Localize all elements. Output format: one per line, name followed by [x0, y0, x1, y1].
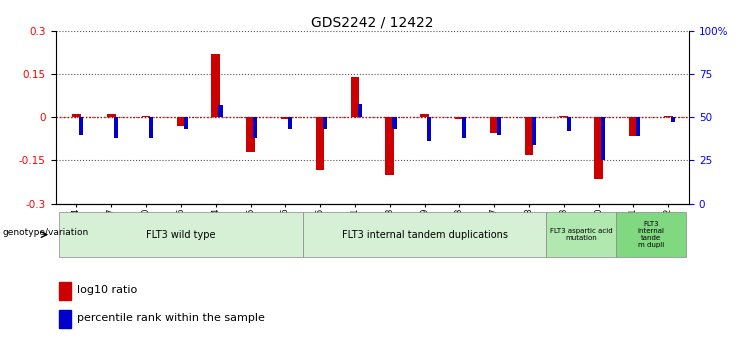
Bar [72, 115, 81, 117]
Bar [616, 212, 685, 257]
Text: genotype/variation: genotype/variation [3, 228, 89, 237]
Bar [559, 116, 568, 117]
Bar [664, 116, 673, 117]
Bar [79, 117, 83, 135]
Bar [59, 282, 70, 300]
Bar [671, 117, 675, 122]
Bar [176, 117, 185, 126]
Bar [428, 117, 431, 141]
Bar [142, 116, 150, 117]
Text: FLT3
internal
tande
m dupli: FLT3 internal tande m dupli [637, 221, 665, 248]
Text: percentile rank within the sample: percentile rank within the sample [77, 313, 265, 323]
Bar [107, 115, 116, 117]
Bar [211, 54, 220, 117]
Text: FLT3 internal tandem duplications: FLT3 internal tandem duplications [342, 230, 508, 239]
Bar [393, 117, 396, 129]
Bar [525, 117, 534, 155]
Bar [184, 117, 187, 129]
Text: FLT3 aspartic acid
mutation: FLT3 aspartic acid mutation [550, 228, 613, 241]
Bar [288, 117, 292, 129]
Bar [303, 212, 546, 257]
Bar [246, 117, 255, 152]
Bar [546, 212, 616, 257]
Bar [629, 117, 638, 136]
Bar [149, 117, 153, 138]
Bar [462, 117, 466, 138]
Bar [636, 117, 640, 136]
Bar [59, 212, 303, 257]
Title: GDS2242 / 12422: GDS2242 / 12422 [311, 16, 433, 30]
Bar [253, 117, 257, 138]
Bar [455, 117, 464, 119]
Bar [114, 117, 118, 138]
Bar [281, 117, 290, 119]
Bar [420, 115, 429, 117]
Bar [532, 117, 536, 145]
Bar [323, 117, 327, 129]
Bar [490, 117, 499, 133]
Bar [219, 105, 222, 117]
Bar [358, 104, 362, 117]
Bar [594, 117, 603, 179]
Bar [601, 117, 605, 160]
Text: log10 ratio: log10 ratio [77, 285, 138, 295]
Bar [316, 117, 325, 170]
Bar [350, 77, 359, 117]
Bar [59, 310, 70, 328]
Bar [497, 117, 501, 135]
Text: FLT3 wild type: FLT3 wild type [146, 230, 216, 239]
Bar [385, 117, 394, 175]
Bar [567, 117, 571, 131]
